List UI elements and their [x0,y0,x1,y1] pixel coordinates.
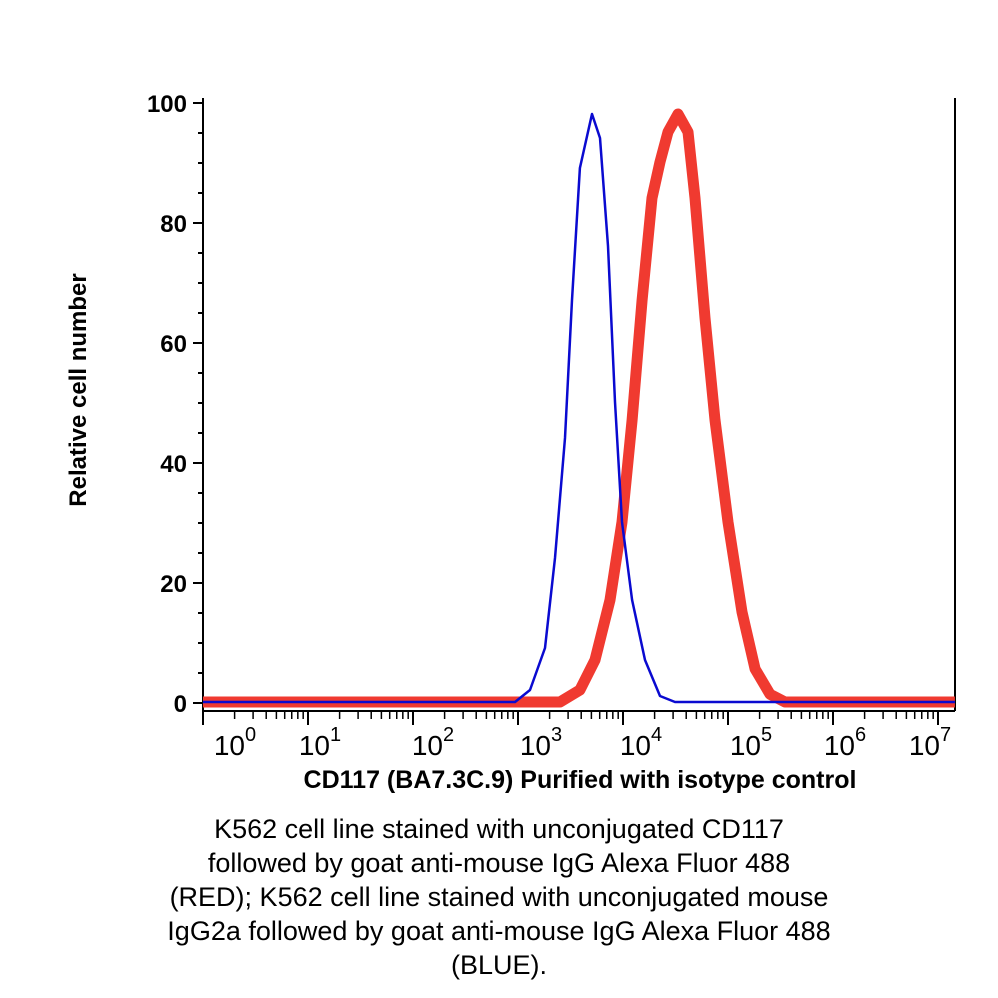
blue-isotype-curve [203,112,955,704]
y-axis-label: Relative cell number [65,273,92,506]
caption-line: K562 cell line stained with unconjugated… [214,814,784,844]
y-tick-label: 40 [160,451,187,478]
x-tick-label: 103 [520,724,562,761]
figure-caption: K562 cell line stained with unconjugated… [0,812,998,982]
caption-line: (RED); K562 cell line stained with uncon… [169,882,829,912]
x-tick-label: 105 [730,724,772,761]
y-tick-label: 100 [147,91,187,118]
x-tick-label: 104 [620,724,662,761]
caption-line: (BLUE). [450,950,548,980]
x-axis-label: CD117 (BA7.3C.9) Purified with isotype c… [304,766,857,794]
x-tick-label: 106 [824,724,866,761]
caption-line: IgG2a followed by goat anti-mouse IgG Al… [167,916,831,946]
y-tick-label: 20 [160,571,187,598]
tick-labels: 0 20 40 60 80 100 100 101 102 103 104 105 106 107 [147,91,951,761]
x-tick-label: 101 [299,724,341,761]
y-tick-label: 0 [174,691,187,718]
x-tick-label: 102 [412,724,454,761]
axes [193,98,956,725]
y-tick-label: 80 [160,211,187,238]
x-tick-label: 107 [909,724,951,761]
x-tick-label: 100 [214,724,256,761]
red-cd117-curve [203,108,955,708]
y-tick-label: 60 [160,331,187,358]
series-group [203,108,955,708]
caption-line: followed by goat anti-mouse IgG Alexa Fl… [207,848,791,878]
